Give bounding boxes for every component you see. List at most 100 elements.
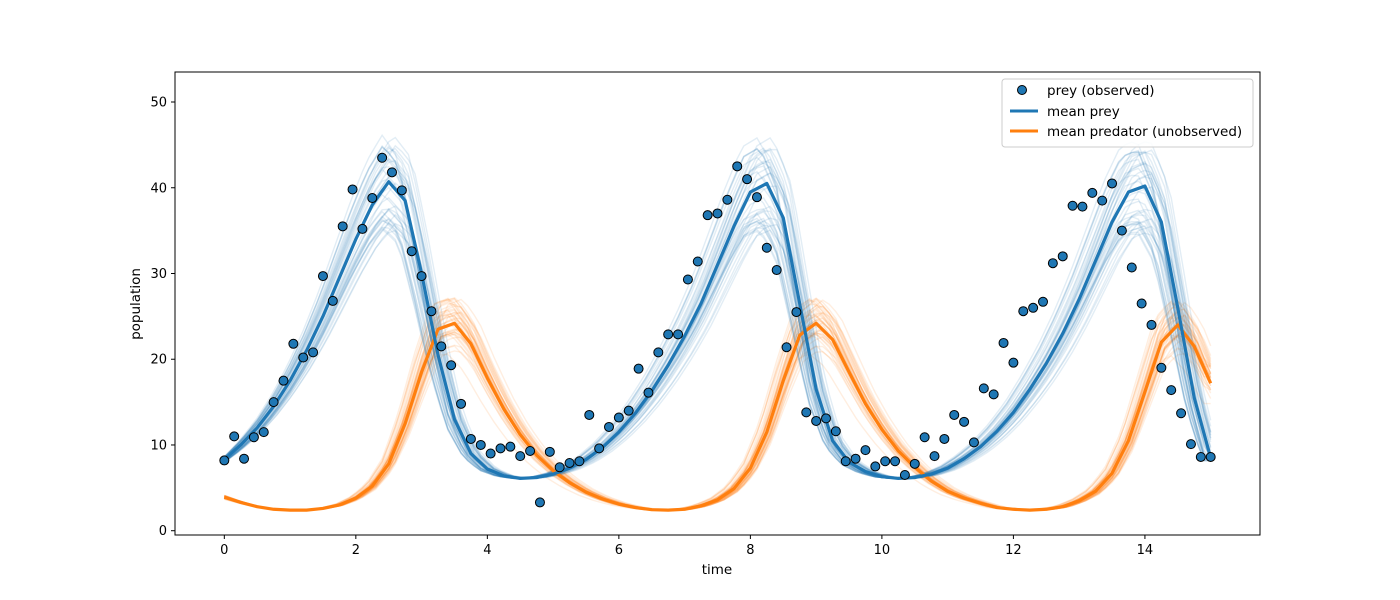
prey-observed-point [939, 433, 950, 444]
y-axis-label: population [128, 268, 144, 340]
sample-curve [223, 220, 1211, 479]
prey-observed-point [298, 352, 309, 363]
prey-observed-point [653, 347, 664, 358]
sample-curve [223, 209, 1212, 479]
prey-observed-point [1205, 451, 1216, 462]
prey-observed-point [377, 152, 388, 163]
prey-observed-point [1107, 178, 1118, 189]
prey-observed-point [1087, 187, 1098, 198]
x-axis-label: time [702, 562, 733, 578]
prey-observed-point [929, 451, 940, 462]
sample-curve [223, 217, 1212, 479]
prey-observed-point [1185, 439, 1196, 450]
prey-observed-point [594, 443, 605, 454]
x-tick-label: 14 [1137, 543, 1154, 558]
prey-observed-point [337, 221, 348, 232]
sample-curve [223, 226, 1211, 479]
prey-observed-point [1156, 362, 1167, 373]
prey-observed-point [268, 397, 279, 408]
prey-observed-point [811, 415, 822, 426]
prey-observed-point [791, 307, 802, 318]
sample-curve [223, 168, 1211, 480]
prey-observed-point [663, 329, 674, 340]
prey-observed-point [554, 462, 565, 473]
prey-observed-point [229, 431, 240, 442]
prey-observed-point [1146, 319, 1157, 330]
prey-observed-point [465, 433, 476, 444]
prey-observed-point [623, 405, 634, 416]
prey-observed-point [850, 453, 861, 464]
prey-observed-point [485, 448, 496, 459]
prey-observed-point [692, 256, 703, 267]
prey-observed-point [564, 457, 575, 468]
prey-observed-point [574, 456, 585, 467]
prey-observed-point [899, 469, 910, 480]
prey-observed-point [446, 360, 457, 371]
prey-observed-point [584, 409, 595, 420]
prey-observed-point [396, 185, 407, 196]
prey-observed-point [406, 246, 417, 257]
prey-observed-point [317, 271, 328, 282]
legend-mean-prey-label: mean prey [1047, 104, 1120, 120]
y-tick-label: 50 [150, 96, 167, 111]
prey-observed-point [258, 427, 269, 438]
legend-box [1001, 78, 1254, 148]
prey-observed-point [327, 295, 338, 306]
sample-curve [223, 226, 1212, 479]
x-axis-ticks: 0 2 4 6 8 10 12 14 [220, 535, 1153, 558]
sample-curve [223, 205, 1212, 479]
sample-curve [223, 228, 1211, 479]
sample-curve [223, 146, 1211, 480]
prey-observed-point [1057, 251, 1068, 262]
prey-observed-point [1047, 258, 1058, 269]
y-tick-label: 30 [150, 267, 167, 282]
legend-mean-predator-label: mean predator (unobserved) [1047, 124, 1242, 140]
prey-observed-point [643, 387, 654, 398]
prey-observed-point [722, 194, 733, 205]
prey-observed-point [870, 461, 881, 472]
y-tick-label: 0 [159, 524, 167, 539]
prey-observed-point [1195, 451, 1206, 462]
prey-observed-point [633, 363, 644, 374]
prey-observed-point [1166, 385, 1177, 396]
sample-curve [223, 222, 1212, 479]
sample-curve [223, 157, 1212, 480]
prey-observed-point [702, 210, 713, 221]
prey-observed-point [949, 409, 960, 420]
sample-curve [223, 229, 1212, 479]
observed-prey-points [219, 152, 1216, 508]
prey-observed-point [505, 441, 516, 452]
y-tick-label: 10 [150, 438, 167, 453]
prey-observed-point [761, 242, 772, 253]
sample-curve [223, 147, 1212, 480]
mean-prey-line [223, 180, 1213, 481]
sample-curve [223, 145, 1211, 480]
prey-observed-point [288, 338, 299, 349]
sample-curve [223, 136, 1212, 480]
x-tick-label: 8 [746, 543, 754, 558]
prey-observed-point [821, 413, 831, 424]
prey-observed-point [771, 265, 782, 276]
prey-observed-point [1077, 201, 1088, 212]
prey-observed-point [1116, 225, 1127, 236]
sample-curve [223, 222, 1212, 479]
sample-curve [223, 217, 1212, 480]
prey-observed-point [475, 439, 486, 450]
sample-curve [223, 213, 1212, 479]
prey-observed-point [495, 443, 506, 454]
sample-curve [223, 158, 1212, 480]
prey-observed-point [751, 192, 762, 203]
prey-observed-point [880, 456, 891, 467]
prey-observed-point [367, 193, 378, 204]
prey-observed-point [742, 174, 753, 185]
prey-observed-point [1028, 302, 1039, 313]
prey-observed-point [840, 456, 851, 467]
y-tick-label: 20 [150, 353, 167, 368]
prey-observed-point [248, 432, 259, 443]
sample-curve [223, 176, 1212, 480]
x-tick-label: 12 [1005, 543, 1022, 558]
prey-observed-point [456, 398, 467, 409]
x-tick-label: 6 [615, 543, 623, 558]
sample-curve [223, 193, 1211, 480]
